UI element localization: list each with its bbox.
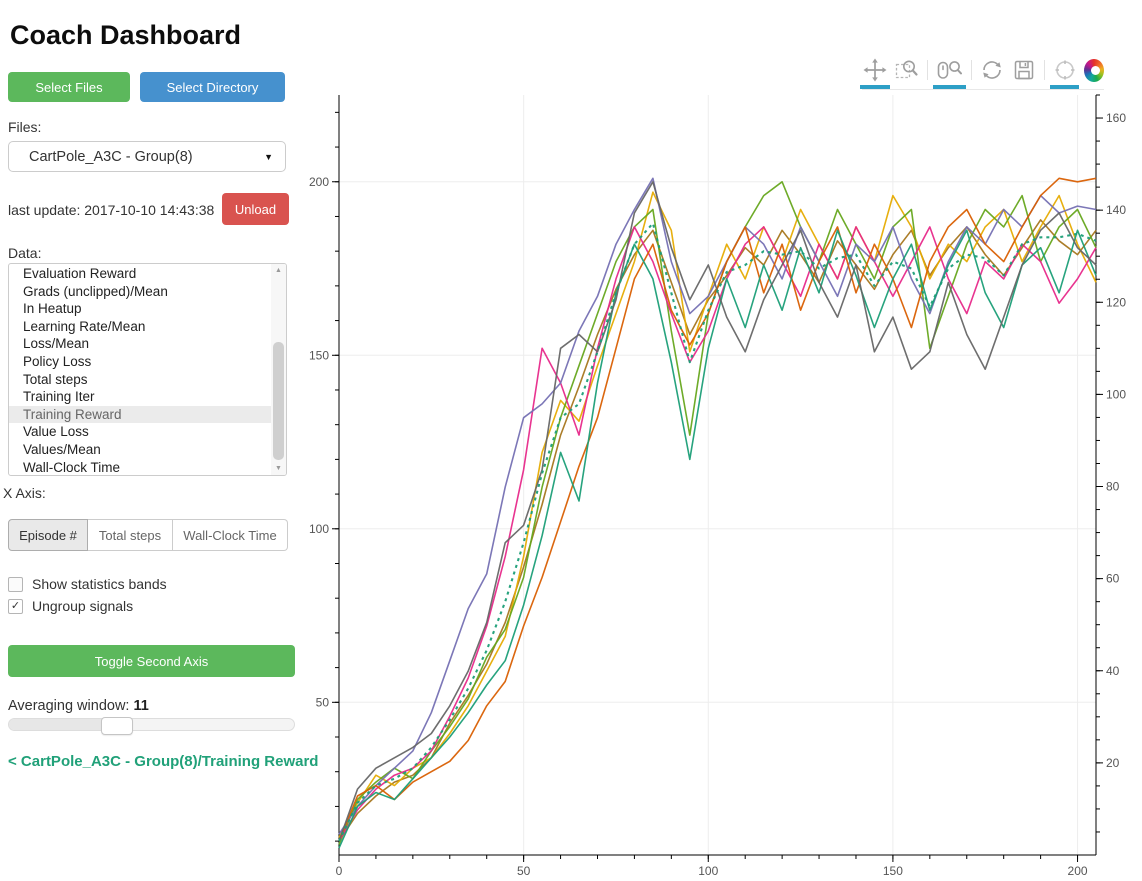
chart-series-training-reward-mean — [338, 222, 1097, 842]
last-update-text: last update: 2017-10-10 14:43:38 — [8, 202, 215, 218]
svg-text:150: 150 — [309, 348, 329, 362]
show-statistics-bands-checkbox[interactable]: Show statistics bands — [8, 576, 167, 592]
checkbox-label: Ungroup signals — [32, 598, 134, 614]
chart-series-training-reward-worker-0 — [338, 229, 1097, 849]
x-axis-tab[interactable]: Wall-Clock Time — [173, 519, 288, 551]
slider-handle[interactable] — [101, 717, 133, 735]
svg-text:100: 100 — [309, 522, 329, 536]
data-list-item[interactable]: Grads (unclipped)/Mean — [23, 283, 168, 299]
svg-text:100: 100 — [698, 864, 718, 878]
data-list-item[interactable]: In Heatup — [23, 301, 82, 317]
data-list-item[interactable]: Total steps — [23, 371, 88, 387]
chart-series-training-reward-worker-3 — [338, 226, 1097, 842]
svg-text:40: 40 — [1106, 664, 1120, 678]
box-zoom-icon[interactable] — [895, 56, 921, 84]
files-label: Files: — [8, 119, 42, 135]
data-list-item[interactable]: Learning Rate/Mean — [23, 318, 146, 334]
ungroup-signals-checkbox[interactable]: ✓ Ungroup signals — [8, 598, 133, 614]
svg-text:50: 50 — [316, 695, 330, 709]
data-list-item[interactable]: Wall-Clock Time — [23, 459, 121, 475]
chart-series-training-reward-worker-2 — [338, 177, 1097, 835]
files-select-value: CartPole_A3C - Group(8) — [29, 148, 193, 165]
pan-icon[interactable] — [859, 56, 890, 89]
page-title: Coach Dashboard — [10, 20, 242, 51]
training-reward-chart[interactable]: 0 50 100 150 200 50 100 150 200 20 40 60 80 100 120 140… — [290, 88, 1142, 881]
data-list-item[interactable]: Evaluation Reward — [23, 266, 137, 281]
scroll-up-icon[interactable]: ▲ — [275, 267, 282, 274]
averaging-window-label: Averaging window: 11 — [8, 698, 149, 714]
files-select[interactable]: CartPole_A3C - Group(8) ▼ — [8, 141, 286, 172]
svg-text:50: 50 — [517, 864, 531, 878]
unload-button[interactable]: Unload — [222, 193, 289, 225]
chevron-down-icon: ▼ — [264, 151, 273, 162]
checkbox-label: Show statistics bands — [32, 576, 167, 592]
breadcrumb[interactable]: < CartPole_A3C - Group(8)/Training Rewar… — [8, 753, 319, 770]
toggle-second-axis-button[interactable]: Toggle Second Axis — [8, 645, 295, 677]
scroll-down-icon[interactable]: ▼ — [275, 465, 282, 472]
scrollbar-thumb[interactable] — [273, 342, 284, 460]
select-files-button[interactable]: Select Files — [8, 72, 130, 102]
averaging-window-slider[interactable] — [8, 717, 295, 735]
data-list-item[interactable]: Training Iter — [23, 389, 95, 405]
hover-icon[interactable] — [1049, 56, 1079, 89]
save-icon[interactable] — [1011, 56, 1037, 84]
data-listbox[interactable]: Evaluation Reward Grads (unclipped)/Mean I… — [8, 263, 287, 476]
svg-text:0: 0 — [336, 864, 343, 878]
svg-text:200: 200 — [309, 175, 329, 189]
x-axis-tab-group: Episode # Total steps Wall-Clock Time — [8, 519, 288, 551]
slider-fill — [9, 719, 109, 730]
svg-text:140: 140 — [1106, 203, 1126, 217]
data-list-item[interactable]: Values/Mean — [23, 441, 101, 457]
checkbox-icon[interactable] — [8, 576, 23, 592]
x-axis-label: X Axis: — [3, 485, 46, 501]
svg-text:200: 200 — [1068, 864, 1088, 878]
toolbar-divider — [970, 60, 972, 80]
scrollbar[interactable]: ▲ ▼ — [271, 264, 286, 475]
x-axis-tab[interactable]: Episode # — [8, 519, 88, 551]
averaging-window-value: 11 — [133, 698, 149, 714]
x-axis-tab[interactable]: Total steps — [88, 519, 173, 551]
data-list-item[interactable]: Training Reward — [9, 405, 271, 424]
checkbox-icon[interactable]: ✓ — [8, 598, 23, 614]
data-list-item[interactable]: Loss/Mean — [23, 336, 90, 352]
toolbar-divider — [1043, 60, 1045, 80]
svg-text:60: 60 — [1106, 572, 1120, 586]
svg-text:100: 100 — [1106, 387, 1126, 401]
svg-text:150: 150 — [883, 864, 903, 878]
svg-text:20: 20 — [1106, 756, 1120, 770]
chart-series-training-reward-worker-1 — [338, 177, 1097, 842]
bokeh-logo-icon[interactable] — [1084, 58, 1104, 82]
data-list-item[interactable]: Value Loss — [23, 424, 89, 440]
wheel-zoom-icon[interactable] — [932, 56, 966, 89]
select-directory-button[interactable]: Select Directory — [140, 72, 285, 102]
data-label: Data: — [8, 245, 42, 261]
svg-text:120: 120 — [1106, 295, 1126, 309]
data-list-items: Evaluation Reward Grads (unclipped)/Mean I… — [9, 265, 271, 475]
plot-toolbar — [859, 55, 1104, 90]
reset-icon[interactable] — [979, 56, 1005, 84]
toolbar-divider — [927, 60, 928, 80]
svg-text:160: 160 — [1106, 111, 1126, 125]
svg-text:80: 80 — [1106, 480, 1120, 494]
data-list-item[interactable]: Policy Loss — [23, 353, 92, 369]
